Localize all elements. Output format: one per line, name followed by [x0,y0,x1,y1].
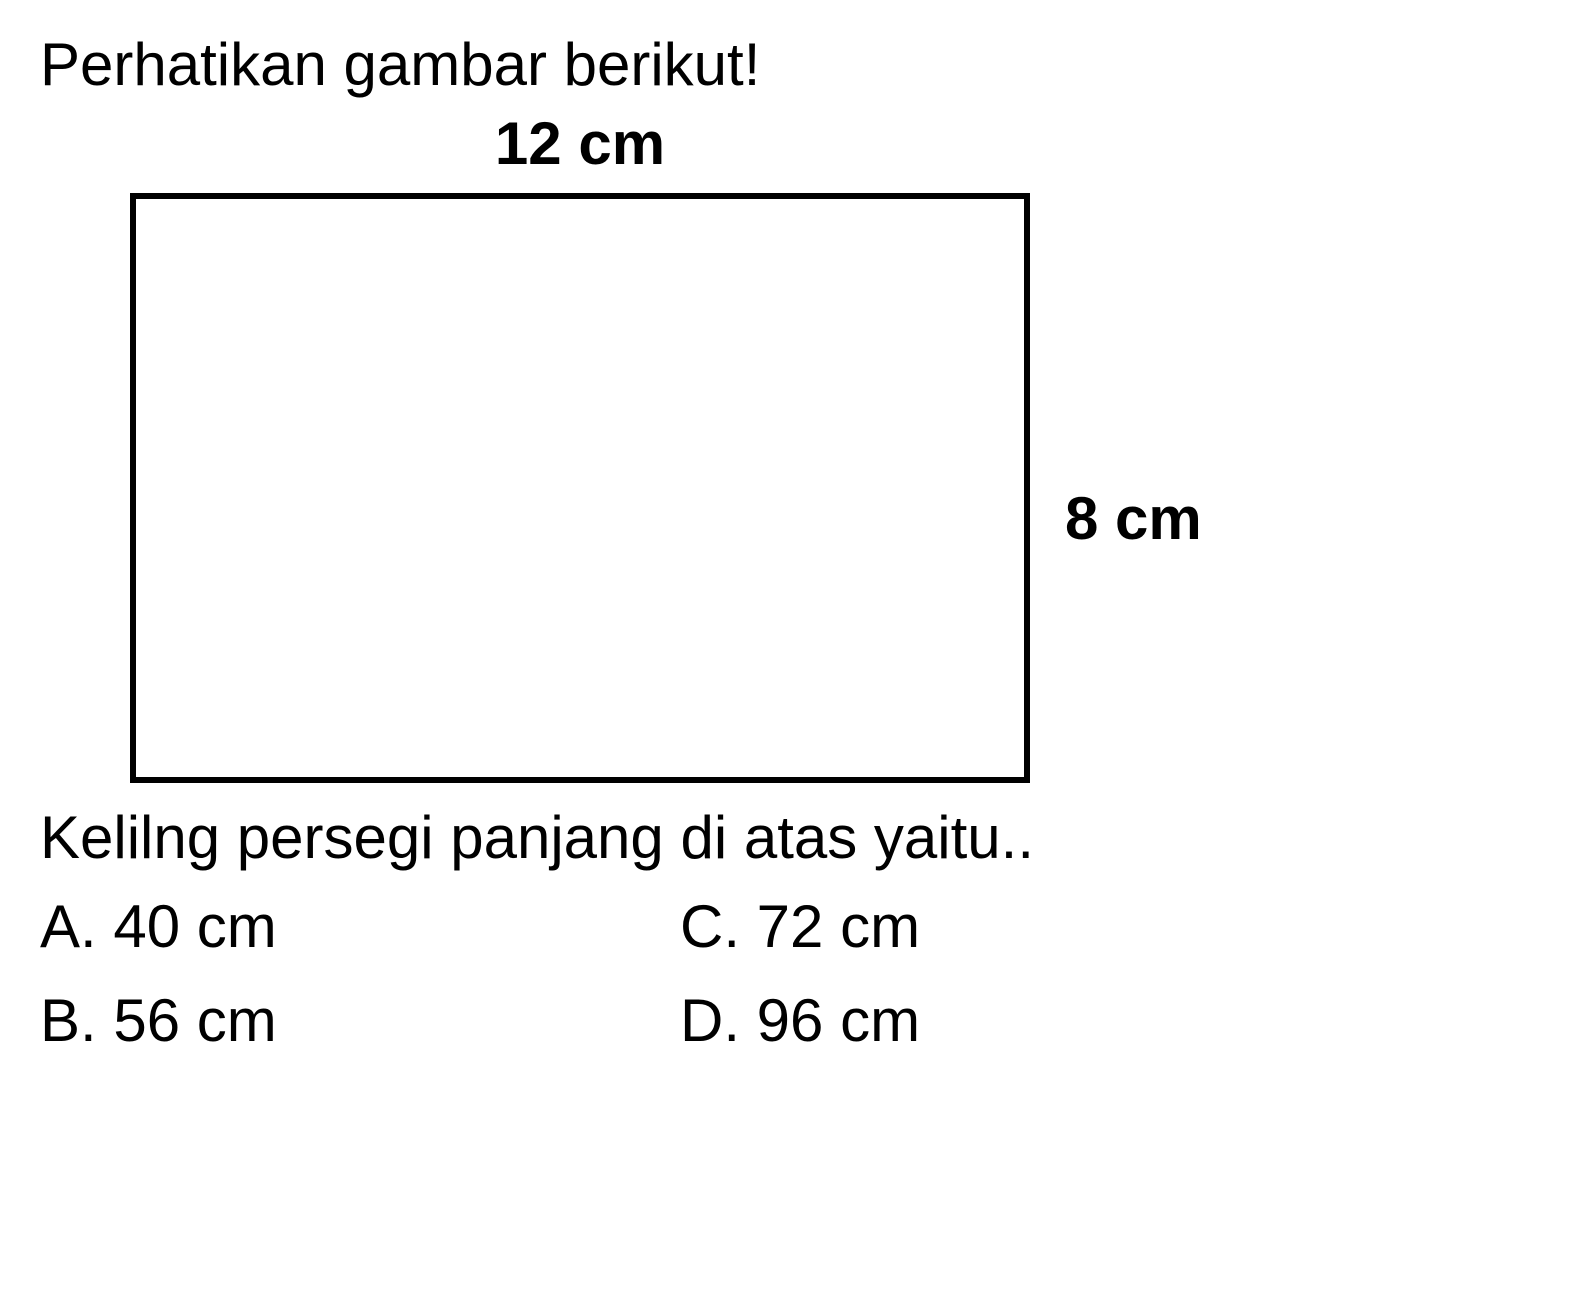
options-row-2: B. 56 cm D. 96 cm [40,986,1530,1055]
options-row-1: A. 40 cm C. 72 cm [40,892,1530,961]
question-followup: Kelilng persegi panjang di atas yaitu.. [40,803,1530,872]
option-a: A. 40 cm [40,892,680,961]
rectangle-side-label: 8 cm [1065,484,1202,553]
rectangle-row: 8 cm [40,193,1530,783]
question-intro: Perhatikan gambar berikut! [40,30,1530,99]
option-d: D. 96 cm [680,986,920,1055]
option-c: C. 72 cm [680,892,920,961]
rectangle-top-label: 12 cm [130,109,1030,178]
diagram: 12 cm 8 cm [40,109,1530,783]
option-b: B. 56 cm [40,986,680,1055]
rectangle-shape [130,193,1030,783]
options: A. 40 cm C. 72 cm B. 56 cm D. 96 cm [40,892,1530,1055]
